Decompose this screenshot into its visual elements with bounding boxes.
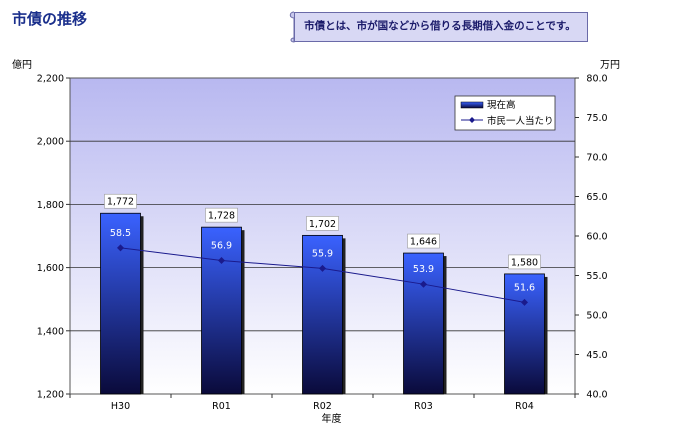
scroll-curl-icon <box>289 11 295 43</box>
bar-value-label: 1,646 <box>410 237 437 248</box>
bar <box>100 212 141 395</box>
y-tick-label: 1,600 <box>37 263 64 274</box>
page-title: 市債の推移 <box>12 10 88 28</box>
y2-tick-label: 75.0 <box>586 113 607 124</box>
bar-label-box <box>205 207 238 223</box>
line-point <box>521 298 528 306</box>
bar-label-box <box>407 233 440 249</box>
y-tick-label: 2,000 <box>37 137 64 148</box>
bar-label-box <box>508 254 541 270</box>
note-banner-body <box>294 12 588 42</box>
line-value-label: 55.9 <box>312 248 333 259</box>
note-text: 市債とは、市が国などから借りる長期借入金のことです。 <box>304 20 576 32</box>
line-point <box>117 244 124 252</box>
legend <box>454 95 556 131</box>
y2-tick-label: 60.0 <box>586 232 607 243</box>
line-value-label: 51.6 <box>514 282 535 293</box>
y2-tick-label: 65.0 <box>586 192 607 203</box>
bar-label-box <box>306 216 339 231</box>
x-axis-title: 年度 <box>322 412 342 425</box>
bar-value-label: 1,728 <box>208 211 235 222</box>
bar <box>201 226 242 395</box>
x-tick-label: R03 <box>414 401 433 412</box>
line-value-label: 58.5 <box>110 228 131 239</box>
bar <box>302 234 343 395</box>
bar-value-label: 1,702 <box>309 219 336 230</box>
line-point <box>218 256 225 264</box>
bar-value-label: 1,772 <box>107 197 134 208</box>
y2-tick-label: 40.0 <box>586 390 607 401</box>
note-banner: 市債とは、市が国などから借りる長期借入金のことです。 <box>288 10 588 44</box>
y2-tick-label: 45.0 <box>586 350 607 361</box>
line-point <box>420 280 427 288</box>
legend-line-marker <box>469 117 475 123</box>
line-point <box>319 264 326 272</box>
bar <box>504 273 545 395</box>
y2-tick-label: 70.0 <box>586 153 607 164</box>
legend-label: 現在高 <box>487 99 516 111</box>
x-tick-label: R01 <box>212 401 231 412</box>
y2-tick-label: 50.0 <box>586 311 607 322</box>
legend-label: 市民一人当たり <box>487 115 554 127</box>
y-tick-label: 1,400 <box>37 326 64 337</box>
bar-label-box <box>104 193 137 209</box>
right-axis-unit: 万円 <box>600 60 620 71</box>
bar-value-label: 1,580 <box>511 257 538 268</box>
y-tick-label: 1,200 <box>37 390 64 401</box>
y-tick-label: 2,200 <box>37 74 64 85</box>
left-axis-unit: 億円 <box>12 60 32 71</box>
bar <box>403 252 444 395</box>
y2-tick-label: 80.0 <box>586 74 607 85</box>
line-value-label: 56.9 <box>211 240 232 251</box>
line-value-label: 53.9 <box>413 264 434 275</box>
y-tick-label: 1,800 <box>37 200 64 211</box>
x-tick-label: R02 <box>313 401 332 412</box>
y2-tick-label: 55.0 <box>586 271 607 282</box>
x-tick-label: R04 <box>515 401 534 412</box>
x-tick-label: H30 <box>111 401 130 412</box>
legend-bar-swatch <box>460 101 484 109</box>
